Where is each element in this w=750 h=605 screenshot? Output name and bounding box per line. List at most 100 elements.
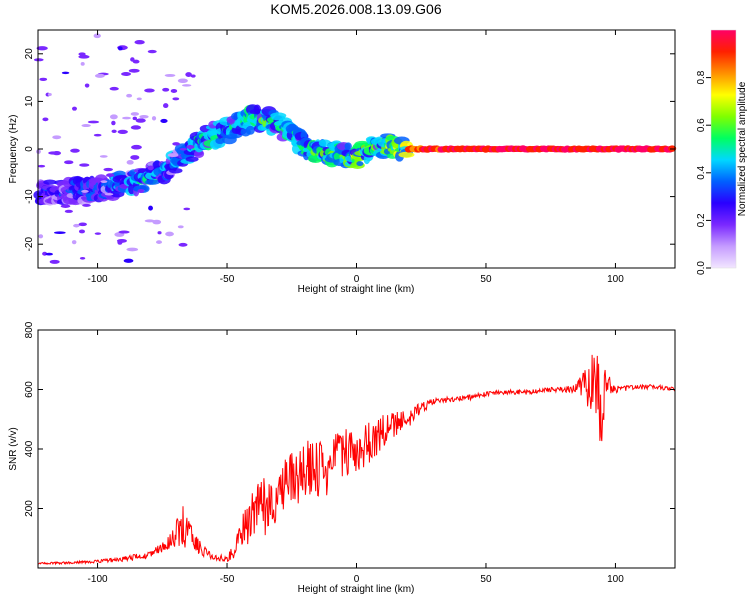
spectrogram-noise-cell bbox=[111, 120, 116, 126]
spectrogram-ytick-label: 20 bbox=[24, 48, 35, 60]
spectrogram-noise-cell bbox=[93, 133, 102, 137]
spectrogram-cell bbox=[398, 151, 415, 158]
spectrogram-noise-cell bbox=[186, 145, 195, 149]
spectrogram-noise-cell bbox=[132, 59, 140, 64]
spectrogram-noise-cell bbox=[80, 61, 85, 66]
spectrogram-noise-cell bbox=[64, 209, 73, 213]
spectrogram-noise-cell bbox=[151, 116, 157, 121]
spectrogram-noise-cell bbox=[172, 97, 180, 101]
spectrogram-noise-cell bbox=[131, 144, 142, 150]
spectrogram-cell bbox=[168, 168, 183, 174]
snr-marks bbox=[37, 354, 676, 566]
spectrogram-noise-cell bbox=[156, 240, 162, 244]
spectrogram-noise-cell bbox=[78, 222, 87, 227]
spectrogram-cell bbox=[144, 179, 160, 185]
spectrogram-ytick-label: -20 bbox=[24, 237, 35, 252]
spectrogram-noise-cell bbox=[117, 129, 128, 134]
spectrogram-noise-cell bbox=[79, 256, 86, 260]
spectrogram-noise-cell bbox=[121, 72, 132, 76]
spectrogram-noise-cell bbox=[182, 84, 192, 87]
spectrogram-noise-cell bbox=[42, 117, 49, 122]
spectrogram-cell bbox=[356, 161, 364, 167]
colorbar-gradient bbox=[711, 30, 736, 268]
snr-ytick-label: 600 bbox=[24, 381, 35, 398]
spectrogram-xtick-label: -100 bbox=[88, 274, 108, 285]
spectrogram-marks bbox=[33, 33, 677, 264]
snr-ytick-label: 200 bbox=[24, 500, 35, 517]
spectrogram-noise-cell bbox=[100, 180, 108, 183]
colorbar-tick-label: 0.6 bbox=[696, 118, 707, 132]
spectrogram-cell bbox=[245, 125, 255, 135]
spectrogram-noise-cell bbox=[160, 118, 168, 124]
spectrogram-noise-cell bbox=[33, 58, 44, 62]
spectrogram-noise-cell bbox=[45, 252, 53, 256]
spectrogram-noise-cell bbox=[103, 167, 113, 172]
snr-xtick-label: 0 bbox=[354, 574, 360, 585]
spectrogram-noise-cell bbox=[130, 112, 140, 116]
spectrogram-noise-cell bbox=[167, 153, 179, 158]
spectrogram-noise-cell bbox=[81, 124, 91, 128]
spectrogram-noise-cell bbox=[94, 232, 102, 235]
spectrogram-noise-cell bbox=[73, 223, 80, 228]
spectrogram-noise-cell bbox=[170, 89, 178, 94]
spectrogram-noise-cell bbox=[87, 120, 100, 124]
colorbar: 0.0 0.2 0.4 0.6 0.8 Normalized spectral ampl… bbox=[696, 29, 748, 275]
spectrogram-noise-cell bbox=[128, 68, 140, 73]
spectrogram-noise-cell bbox=[78, 229, 86, 234]
spectrogram-ytick-label: 0 bbox=[24, 146, 35, 152]
spectrogram-noise-cell bbox=[177, 225, 184, 229]
snr-ylabel: SNR (v/v) bbox=[8, 427, 19, 470]
spectrogram-noise-cell bbox=[126, 160, 134, 165]
spectrogram-noise-cell bbox=[172, 142, 180, 146]
spectrogram-noise-cell bbox=[81, 189, 89, 193]
spectrogram-noise-cell bbox=[130, 125, 142, 130]
spectrogram-xlabel: Height of straight line (km) bbox=[298, 284, 415, 295]
spectrogram-noise-cell bbox=[37, 164, 46, 168]
spectrogram-noise-cell bbox=[134, 40, 145, 45]
spectrogram-noise-cell bbox=[116, 239, 127, 243]
spectrogram-noise-cell bbox=[144, 219, 155, 223]
spectrogram-noise-cell bbox=[109, 86, 119, 91]
colorbar-tick-label: 0.0 bbox=[696, 261, 707, 275]
snr-ticks: -100 -50 0 50 100 200 400 600 800 bbox=[24, 321, 675, 585]
spectrogram-noise-cell bbox=[126, 93, 133, 98]
spectrogram-noise-cell bbox=[104, 193, 114, 196]
spectrogram-noise-cell bbox=[70, 148, 80, 153]
spectrogram-noise-cell bbox=[61, 71, 70, 75]
snr-xlabel: Height of straight line (km) bbox=[298, 584, 415, 595]
spectrogram-noise-cell bbox=[80, 196, 87, 200]
spectrogram-noise-cell bbox=[144, 88, 155, 93]
spectrogram-noise-cell bbox=[78, 54, 90, 59]
spectrogram-noise-cell bbox=[93, 33, 101, 39]
spectrogram-noise-cell bbox=[178, 242, 188, 247]
spectrogram-noise-cell bbox=[109, 114, 118, 120]
colorbar-label: Normalized spectral amplitude bbox=[737, 81, 748, 216]
spectrogram-noise-cell bbox=[38, 234, 44, 239]
colorbar-frame bbox=[710, 29, 737, 269]
snr-xtick-label: 50 bbox=[480, 574, 492, 585]
colorbar-tick-label: 0.4 bbox=[696, 165, 707, 179]
spectrogram-noise-cell bbox=[49, 259, 60, 264]
spectrogram-xtick-label: 0 bbox=[354, 274, 360, 285]
spectrogram-noise-cell bbox=[118, 230, 130, 234]
colorbar-tick-label: 0.2 bbox=[696, 213, 707, 227]
spectrogram-noise-cell bbox=[48, 151, 59, 155]
spectrogram-ytick-label: 10 bbox=[24, 95, 35, 107]
spectrogram-noise-cell bbox=[165, 231, 174, 237]
spectrogram-noise-cell bbox=[130, 57, 135, 62]
spectrogram-noise-cell bbox=[72, 106, 77, 111]
spectrogram-ytick-label: -10 bbox=[24, 189, 35, 204]
spectrogram-xtick-label: -50 bbox=[220, 274, 235, 285]
spectrogram-cell bbox=[344, 142, 352, 150]
spectrogram-noise-cell bbox=[177, 78, 188, 83]
spectrogram-noise-cell bbox=[130, 155, 140, 160]
spectrogram-noise-cell bbox=[91, 180, 96, 186]
spectrogram-noise-cell bbox=[185, 72, 192, 77]
spectrogram-noise-cell bbox=[152, 219, 162, 225]
spectrogram-cell bbox=[193, 149, 205, 159]
spectrogram-noise-cell bbox=[183, 207, 191, 211]
spectrogram-noise-cell bbox=[162, 87, 170, 92]
spectrogram-ylabel: Frequency (Hz) bbox=[8, 115, 19, 184]
spectrogram-noise-cell bbox=[157, 231, 162, 235]
